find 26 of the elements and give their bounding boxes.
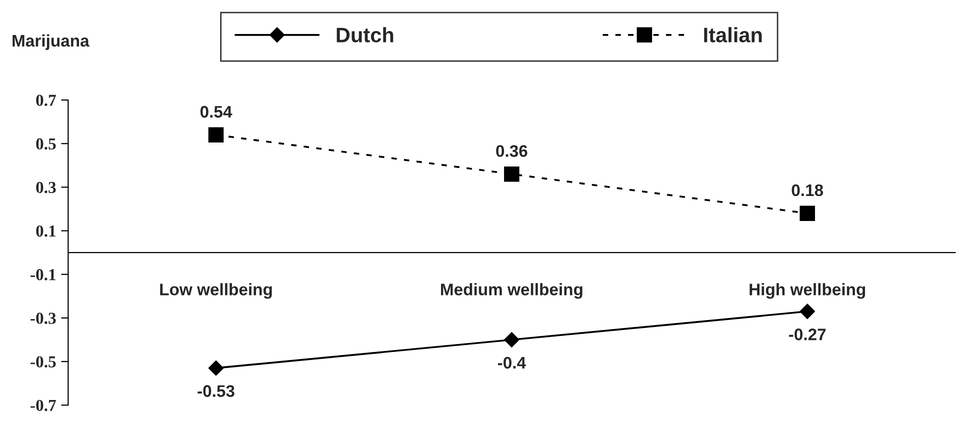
point	[800, 206, 815, 221]
data-label: -0.4	[498, 356, 526, 369]
legend-label: Italian	[704, 27, 762, 42]
data-label: -0.53	[198, 385, 234, 398]
y-tick-label: -0.3	[30, 312, 56, 324]
y-tick-label: 0.7	[36, 94, 56, 106]
data-label: 0.54	[200, 106, 232, 118]
point	[504, 166, 520, 182]
data-label: -0.27	[789, 328, 826, 340]
y-tick-label: 0.1	[36, 225, 56, 237]
y-tick-label: -0.5	[30, 356, 56, 368]
x-tick-label: High wellbeing	[750, 283, 866, 299]
point	[800, 304, 815, 319]
point	[504, 332, 520, 348]
y-tick-label: 0.3	[36, 182, 56, 194]
y-tick-label: -0.1	[30, 269, 56, 280]
y-tick-label: 0.5	[36, 138, 56, 150]
data-label: 0.36	[496, 145, 528, 157]
point	[208, 127, 224, 143]
x-tick-label: Low wellbeing	[160, 283, 272, 299]
legend-label: Dutch	[336, 27, 394, 42]
x-tick-label: Medium wellbeing	[441, 283, 582, 299]
data-label: 0.18	[792, 184, 824, 196]
y-tick-label: -0.7	[30, 400, 56, 412]
chart-title: Marijuana	[12, 34, 90, 50]
point	[208, 360, 224, 376]
